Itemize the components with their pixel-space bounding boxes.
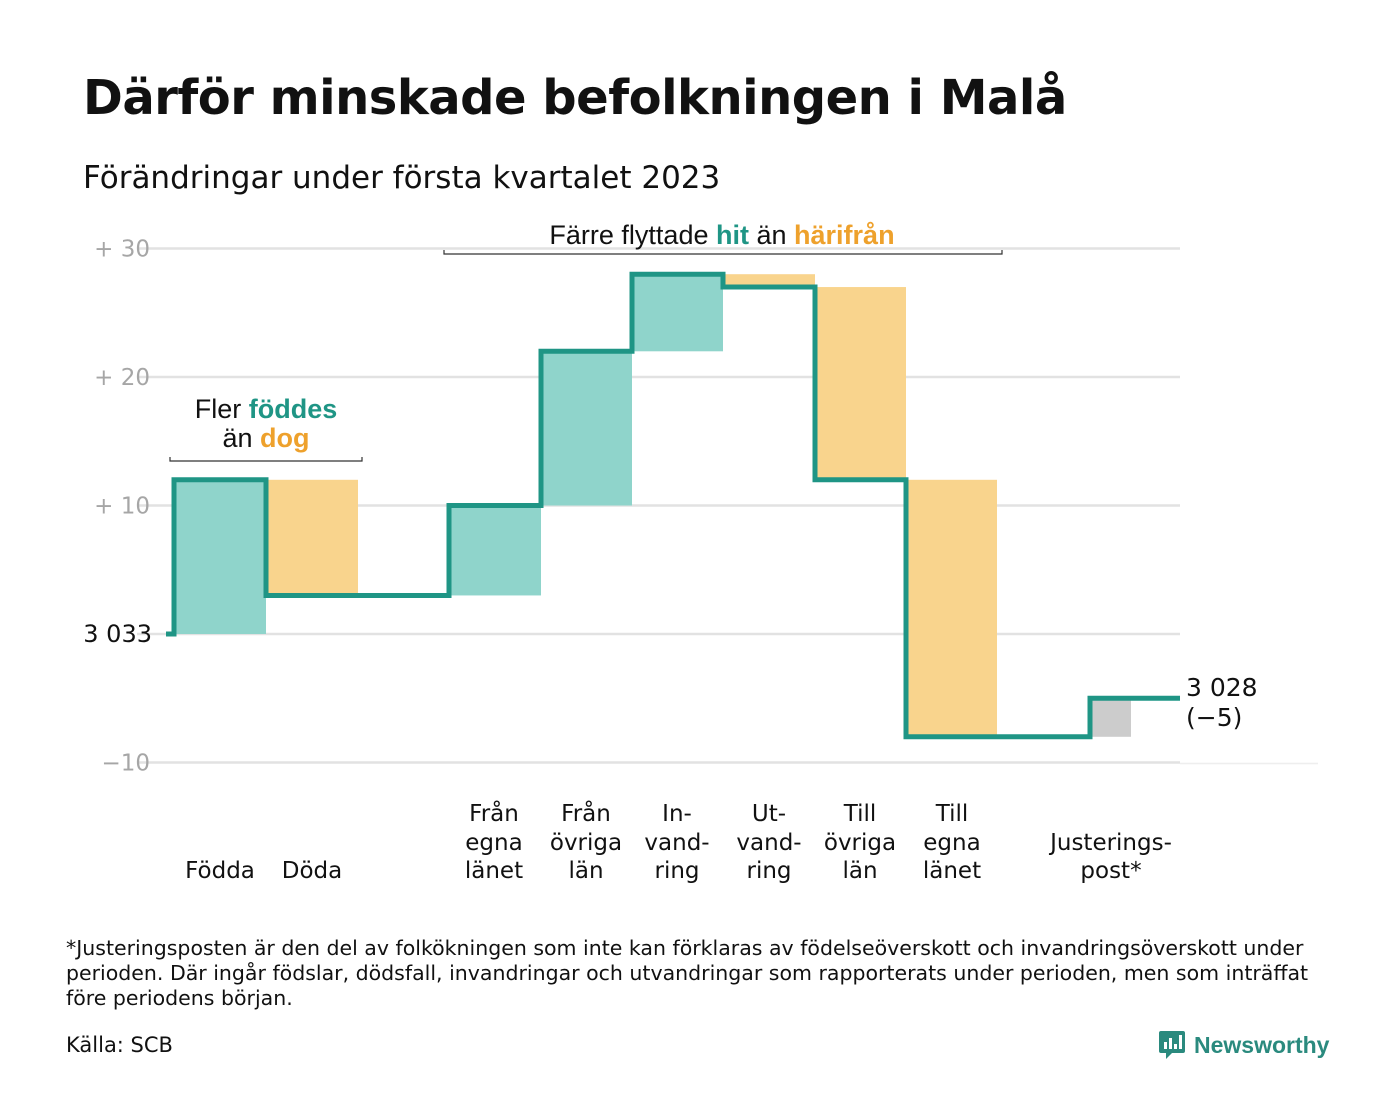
bracket-births-deaths <box>169 457 363 462</box>
bar-fran-ovriga-lan <box>541 351 632 506</box>
category-label-till-egna-lanet: egna <box>923 830 980 856</box>
y-tick-label: −10 <box>101 751 150 777</box>
bar-utvandring <box>723 274 815 288</box>
bar-justeringspost <box>1090 698 1131 737</box>
category-label-fran-ovriga-lan: län <box>568 858 603 884</box>
bar-chart-speech-bubble-icon <box>1159 1031 1185 1059</box>
category-label-till-ovriga-lan: län <box>842 858 877 884</box>
category-label-justeringspost: Justerings- <box>1048 830 1172 856</box>
annotation-migration-plain-text: Färre flyttade <box>549 220 716 250</box>
annotation-migration-plain-text: än <box>749 220 794 250</box>
y-tick-label: + 30 <box>94 237 150 263</box>
bar-invandring <box>632 274 723 352</box>
chart-subtitle: Förändringar under första kvartalet 2023 <box>83 160 721 196</box>
category-label-fran-egna-lanet: länet <box>465 858 523 884</box>
category-label-utvandring: ring <box>746 858 791 884</box>
bar-fodda <box>174 479 266 634</box>
annotation-births-deaths: än dog <box>222 423 309 453</box>
category-label-invandring: ring <box>654 858 699 884</box>
category-label-fran-egna-lanet: egna <box>465 830 522 856</box>
category-label-utvandring: vand- <box>736 830 801 856</box>
category-label-till-ovriga-lan: Till <box>843 801 877 827</box>
category-label-doda: Döda <box>282 858 342 884</box>
start-value-label: 3 033 <box>83 620 152 648</box>
annotation-births-deaths-plain-text: Fler <box>195 394 249 424</box>
annotation-migration-in-text: hit <box>716 220 749 250</box>
bar-till-egna-lanet <box>906 479 997 737</box>
bar-fran-egna-lanet <box>449 505 541 596</box>
category-label-utvandring: Ut- <box>752 801 786 827</box>
y-tick-label: + 10 <box>94 494 150 520</box>
source-label: Källa: SCB <box>66 1033 173 1057</box>
bracket-migration <box>443 250 1003 255</box>
category-label-fran-ovriga-lan: Från <box>561 799 611 827</box>
end-value-label: (−5) <box>1186 703 1242 732</box>
category-label-invandring: In- <box>662 801 692 827</box>
category-label-till-egna-lanet: Till <box>935 801 969 827</box>
annotation-migration-out-text: härifrån <box>794 220 895 250</box>
cumulative-step-line <box>166 271 1180 740</box>
annotation-births-deaths: Fler föddes <box>195 394 338 424</box>
category-label-till-egna-lanet: länet <box>923 858 981 884</box>
brand-name: Newsworthy <box>1194 1031 1330 1058</box>
bar-doda <box>266 479 358 596</box>
category-label-till-ovriga-lan: övriga <box>824 830 896 856</box>
bar-till-ovriga-lan <box>815 287 906 480</box>
annotation-births-deaths-out-text: dog <box>260 423 309 453</box>
end-value-label: 3 028 <box>1186 673 1258 702</box>
category-label-fran-ovriga-lan: övriga <box>550 830 622 856</box>
newsworthy-logo: Newsworthy <box>1158 1028 1329 1062</box>
category-label-justeringspost: post* <box>1080 858 1141 884</box>
annotation-migration: Färre flyttade hit än härifrån <box>549 220 894 250</box>
category-label-fran-egna-lanet: Från <box>469 799 519 827</box>
category-label-invandring: vand- <box>644 830 709 856</box>
annotation-births-deaths-in-text: föddes <box>249 394 338 424</box>
y-tick-label: + 20 <box>94 365 150 391</box>
category-label-fodda: Födda <box>185 858 255 884</box>
annotation-births-deaths-plain-text: än <box>222 423 260 453</box>
waterfall-chart: + 30 + 20 + 10 −10 3 033 3 028(−5) Födda Döda Fr… <box>83 220 1318 884</box>
chart-title: Därför minskade befolkningen i Malå <box>83 70 1067 126</box>
footnote: *Justeringsposten är den del av folkökni… <box>66 936 1309 1010</box>
